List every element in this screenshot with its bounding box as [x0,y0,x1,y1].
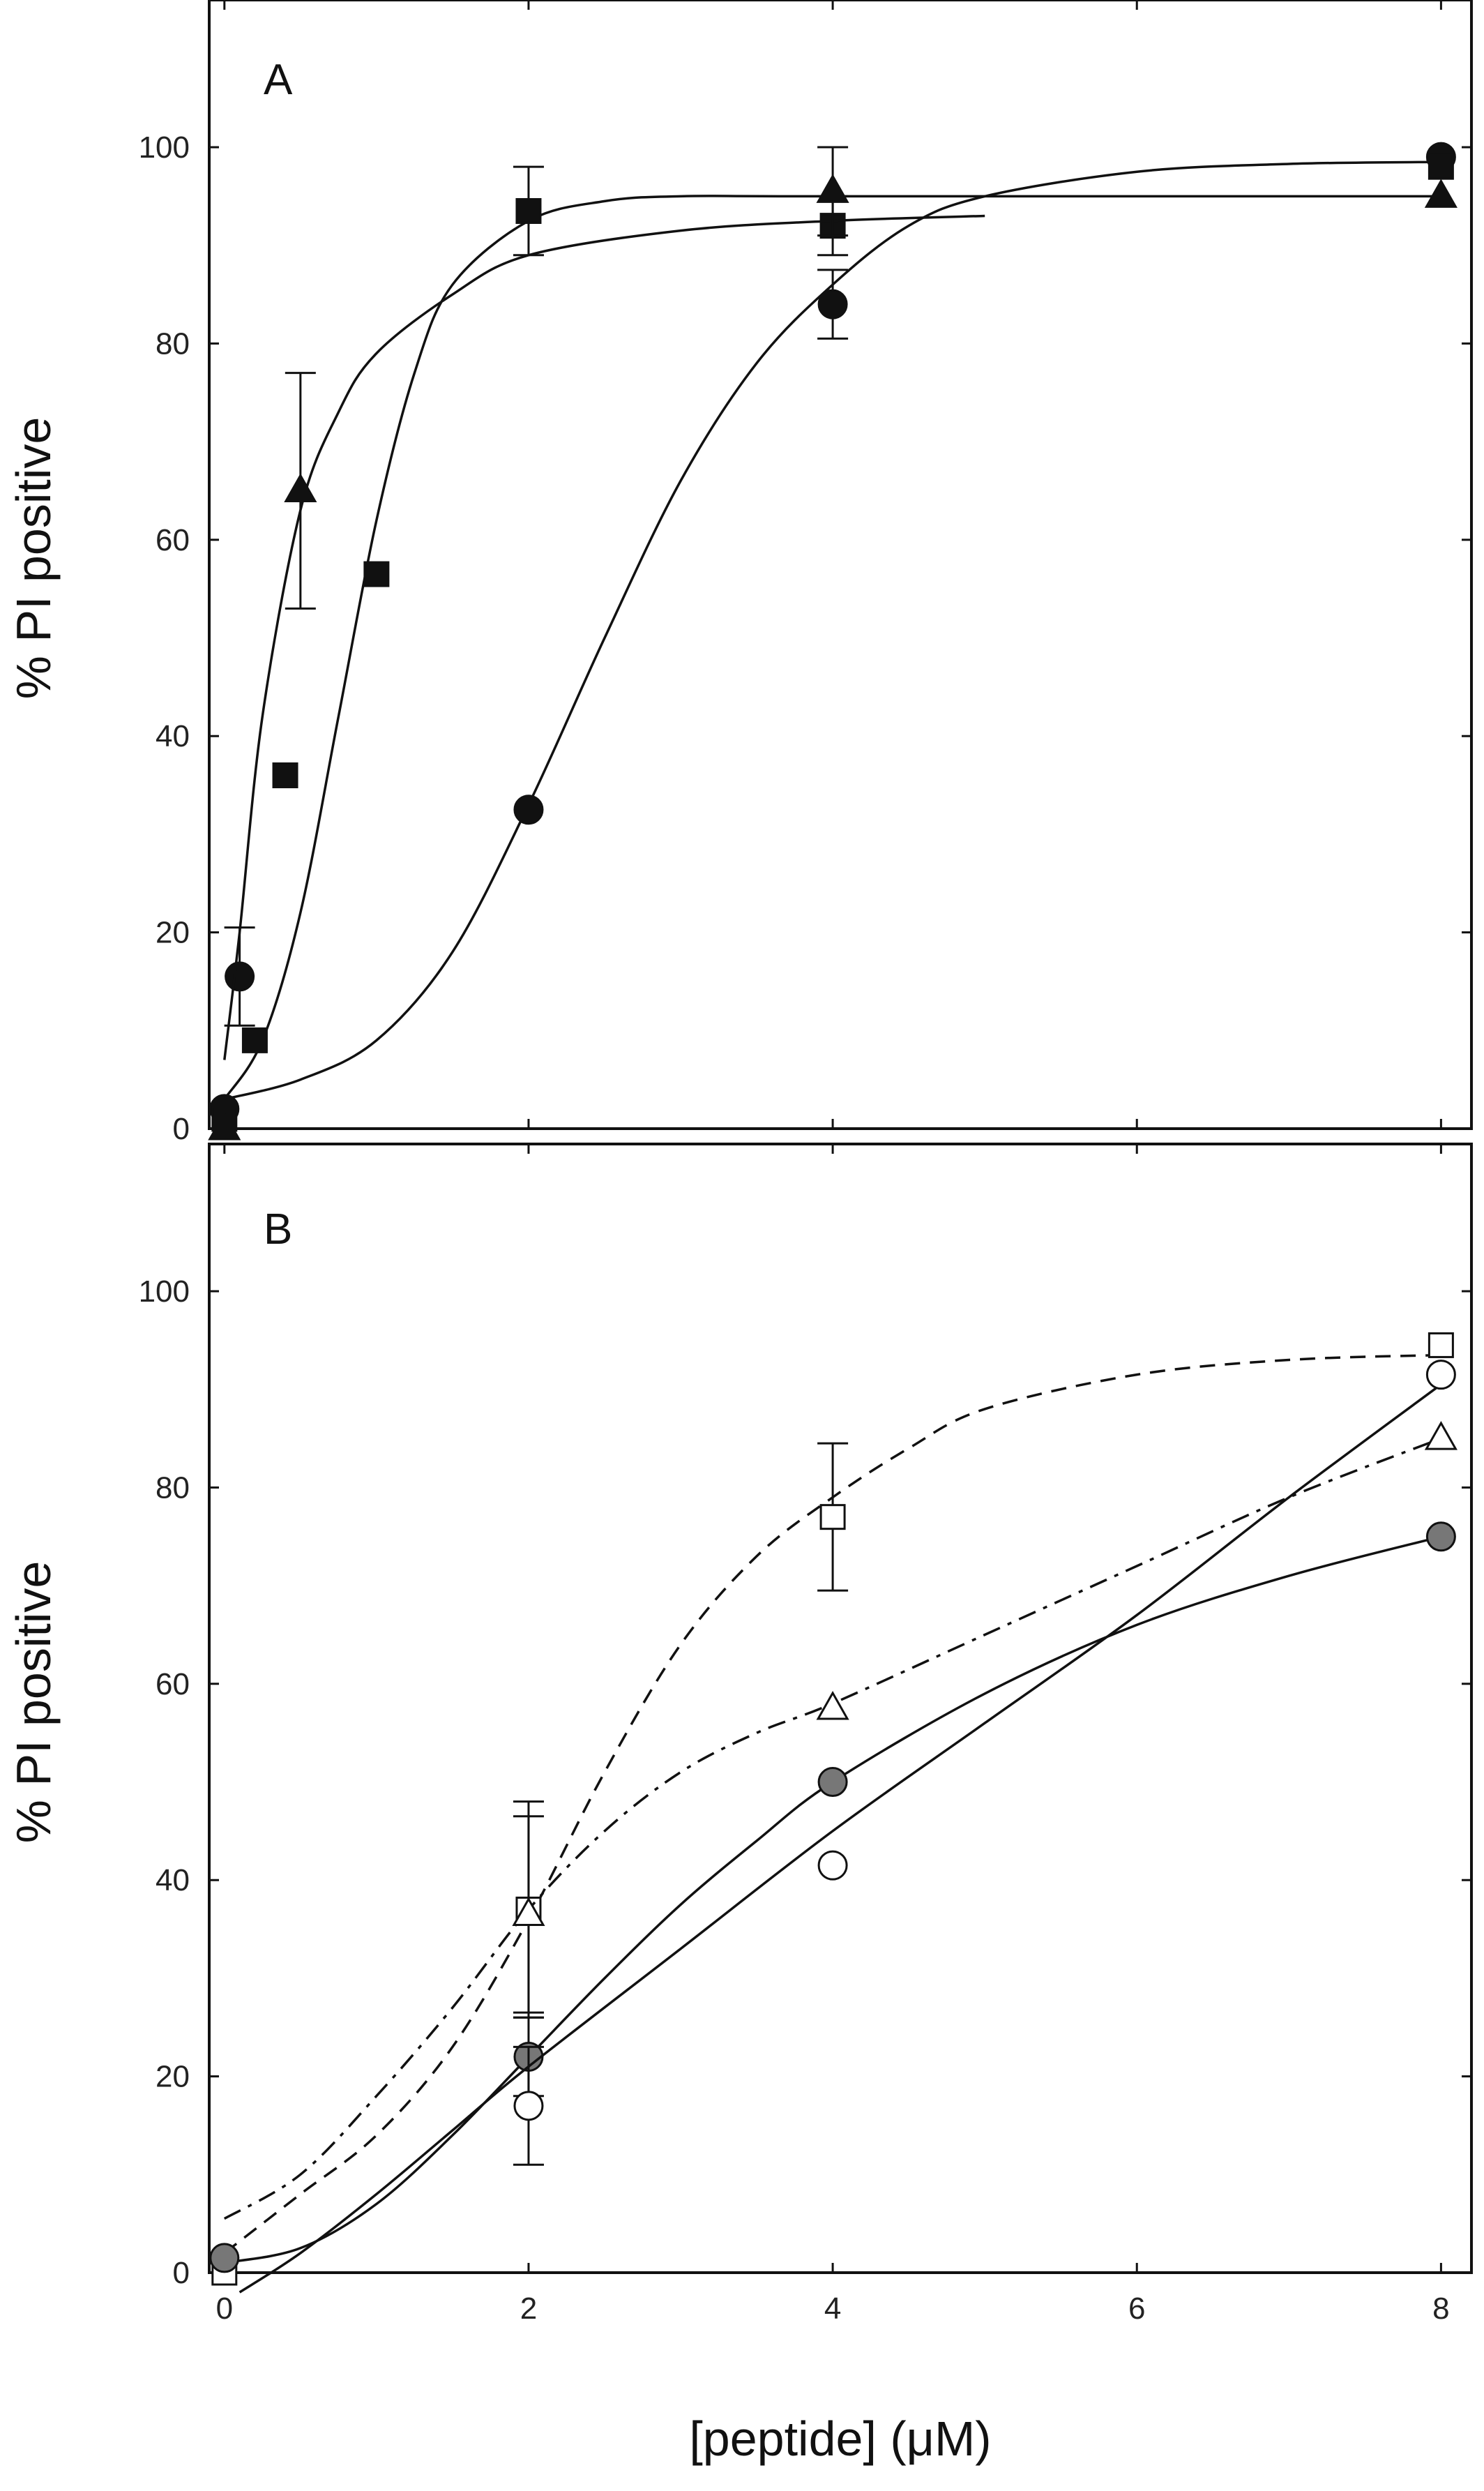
panel-a-data-point [284,473,317,502]
panel-a-data-point [816,174,849,203]
panel-a-series-1-fit-line [224,160,1441,1101]
panel-b-series-4 [238,1360,1456,2294]
panel-b-data-point [209,2243,240,2273]
panel-a-data-point [817,289,848,319]
panel-b-y-tick-label: 40 [156,1863,190,1897]
panel-b-x-tick-label: 8 [1432,2291,1449,2326]
panel-b-x-tick-label: 2 [520,2291,537,2326]
panel-b-series-1-fit-line [223,1353,1441,2255]
panel-a-y-ticks: 0 20 40 60 80 100 [139,130,1471,1146]
panel-a-x-ticks [223,0,1442,1129]
panel-b-x-tick-label: 4 [824,2291,841,2326]
panel-a-label: A [264,56,293,104]
panel-a-data-point [1428,153,1454,180]
panel-a-y-tick-label: 0 [173,1112,190,1146]
panel-b-series-1 [211,1332,1454,2286]
panel-b-plot-area [209,1332,1458,2294]
panel-b-y-tick-label: 80 [156,1470,190,1505]
panel-a-series-3-fit-line [223,214,985,1060]
panel-b-data-point [817,1850,848,1881]
panel-b-y-axis-title: % PI positive [6,1561,61,1844]
panel-b-data-point [1425,1360,1456,1390]
x-axis-title: [peptide] (μM) [689,2411,991,2466]
panel-b-data-point [819,1504,846,1530]
panel-a-data-point [241,1027,268,1053]
panel-b-x-ticks: 0 2 4 6 8 [216,1144,1450,2326]
panel-a-series-1 [209,142,1456,1124]
panel-b-data-point [1424,1421,1458,1450]
panel-b: B % PI positive 0 2 4 6 8 0 20 40 60 80 100 [6,1143,1473,2326]
panel-b-y-tick-label: 0 [173,2256,190,2290]
panel-b-label: B [264,1205,292,1254]
panel-a-data-point [225,961,255,992]
panel-a-data-point [515,197,542,224]
panel-b-series-2-fit-line [223,1437,1442,2220]
panel-b-y-tick-label: 100 [139,1274,190,1309]
panel-b-y-tick-label: 20 [156,2060,190,2094]
panel-b-data-point [816,1690,849,1720]
panel-a-data-point [513,795,544,825]
panel-a-data-point [1424,179,1458,208]
panel-a-data-point [208,1111,241,1141]
panel-a: A % PI positive 0 20 40 60 80 100 [6,0,1473,1146]
panel-a-y-tick-label: 20 [156,916,190,950]
panel-a-frame [208,0,1473,1130]
panel-a-y-tick-label: 40 [156,719,190,753]
panel-b-data-point [1425,1521,1456,1552]
panel-b-data-point [513,2091,544,2121]
panel-a-data-point [363,561,390,587]
panel-b-x-tick-label: 6 [1128,2291,1145,2326]
panel-b-series-2 [223,1421,1458,2220]
panel-b-y-ticks: 0 20 40 60 80 100 [139,1274,1471,2290]
panel-a-y-axis-title: % PI positive [6,417,61,700]
panel-a-y-tick-label: 80 [156,326,190,361]
panel-a-plot-area [208,142,1458,1141]
panel-b-series-4-fit-line [238,1383,1442,2294]
panel-a-data-point [272,762,298,788]
panel-b-data-point [817,1767,848,1798]
panel-b-x-tick-label: 0 [216,2291,233,2326]
panel-b-series-3 [209,1521,1456,2273]
panel-a-series-3 [208,146,1458,1141]
panel-b-frame [208,1143,1473,2274]
panel-a-y-tick-label: 60 [156,523,190,557]
panel-b-series-3-fit-line [224,1535,1441,2264]
panel-b-data-point [512,1897,545,1926]
panel-a-y-tick-label: 100 [139,130,190,165]
panel-b-data-point [1428,1332,1454,1358]
panel-b-y-tick-label: 60 [156,1667,190,1701]
